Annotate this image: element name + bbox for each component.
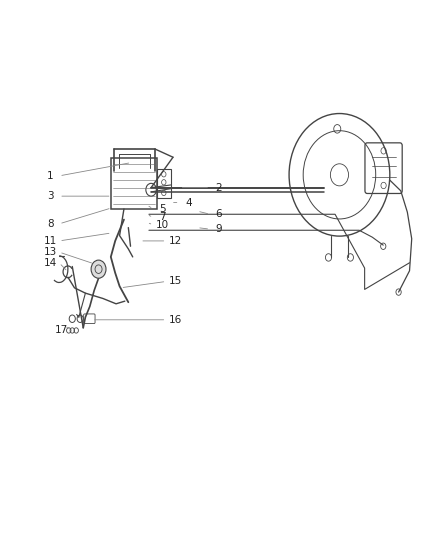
Text: 1: 1 — [47, 171, 54, 181]
Text: 13: 13 — [44, 247, 57, 257]
Text: 14: 14 — [44, 258, 57, 268]
Text: 6: 6 — [215, 209, 223, 219]
Text: 17: 17 — [55, 326, 68, 335]
Circle shape — [91, 260, 106, 278]
Text: 4: 4 — [185, 198, 192, 207]
Text: 16: 16 — [169, 315, 182, 325]
Text: 11: 11 — [44, 236, 57, 246]
Text: 3: 3 — [47, 191, 54, 201]
Text: 2: 2 — [215, 183, 223, 192]
Text: 8: 8 — [47, 219, 54, 229]
Text: 12: 12 — [169, 236, 182, 246]
Bar — [111, 158, 157, 209]
Text: 9: 9 — [215, 224, 223, 234]
Text: 10: 10 — [155, 220, 169, 230]
Bar — [157, 169, 171, 198]
Text: 15: 15 — [169, 277, 182, 286]
Text: 7: 7 — [159, 213, 166, 222]
Text: 5: 5 — [159, 204, 166, 214]
